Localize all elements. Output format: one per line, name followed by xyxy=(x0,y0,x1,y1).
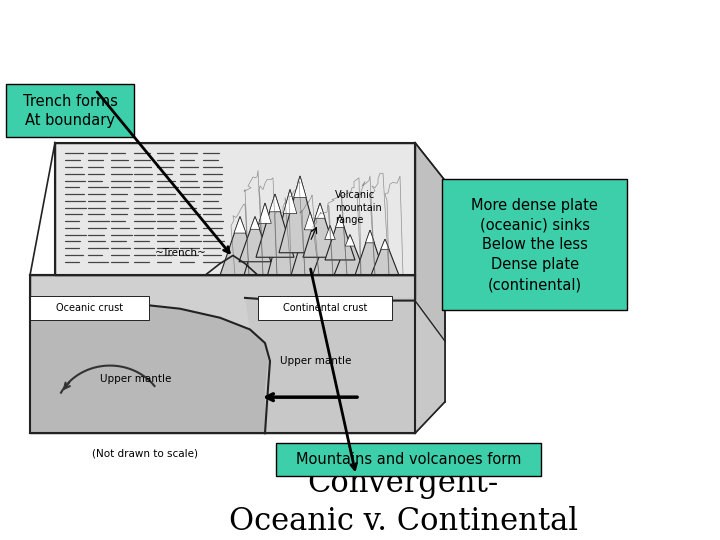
Text: Oceanic crust: Oceanic crust xyxy=(56,303,124,313)
Polygon shape xyxy=(334,235,366,275)
Polygon shape xyxy=(336,215,344,227)
Polygon shape xyxy=(355,230,385,275)
Polygon shape xyxy=(55,143,415,275)
Polygon shape xyxy=(30,298,270,433)
Polygon shape xyxy=(325,215,355,260)
Polygon shape xyxy=(256,194,294,257)
Polygon shape xyxy=(371,239,399,275)
Polygon shape xyxy=(415,143,445,433)
Text: Upper mantle: Upper mantle xyxy=(280,356,351,366)
Polygon shape xyxy=(279,176,321,253)
FancyBboxPatch shape xyxy=(6,84,134,137)
Polygon shape xyxy=(269,194,281,212)
Polygon shape xyxy=(234,217,246,233)
FancyBboxPatch shape xyxy=(442,179,627,310)
FancyBboxPatch shape xyxy=(258,296,392,320)
Polygon shape xyxy=(239,217,271,262)
Text: (Not drawn to scale): (Not drawn to scale) xyxy=(92,448,198,458)
Polygon shape xyxy=(283,190,297,213)
Text: Convergent-
Oceanic v. Continental: Convergent- Oceanic v. Continental xyxy=(229,468,577,537)
Polygon shape xyxy=(291,212,329,275)
Text: Continental crust: Continental crust xyxy=(283,303,367,313)
Polygon shape xyxy=(303,203,337,257)
Polygon shape xyxy=(312,226,348,275)
Polygon shape xyxy=(381,239,390,249)
FancyBboxPatch shape xyxy=(276,443,541,476)
FancyBboxPatch shape xyxy=(30,296,149,320)
Polygon shape xyxy=(345,235,355,246)
Text: Trench forms
At boundary: Trench forms At boundary xyxy=(23,94,117,127)
Polygon shape xyxy=(245,298,445,433)
Polygon shape xyxy=(315,203,325,218)
Polygon shape xyxy=(268,190,312,275)
Text: ~Trench~: ~Trench~ xyxy=(155,248,207,258)
Polygon shape xyxy=(220,217,260,275)
Polygon shape xyxy=(325,226,336,240)
Polygon shape xyxy=(366,230,374,243)
Text: Mountains and volcanoes form: Mountains and volcanoes form xyxy=(296,452,521,467)
Text: Volcanic
mountain
range: Volcanic mountain range xyxy=(335,190,382,225)
Polygon shape xyxy=(258,203,271,224)
Polygon shape xyxy=(251,217,260,230)
Text: More dense plate
(oceanic) sinks
Below the less
Dense plate
(continental): More dense plate (oceanic) sinks Below t… xyxy=(471,198,598,292)
Polygon shape xyxy=(244,203,286,275)
Text: Upper mantle: Upper mantle xyxy=(100,374,171,384)
Polygon shape xyxy=(30,275,415,433)
Polygon shape xyxy=(305,212,315,230)
Polygon shape xyxy=(294,176,306,198)
